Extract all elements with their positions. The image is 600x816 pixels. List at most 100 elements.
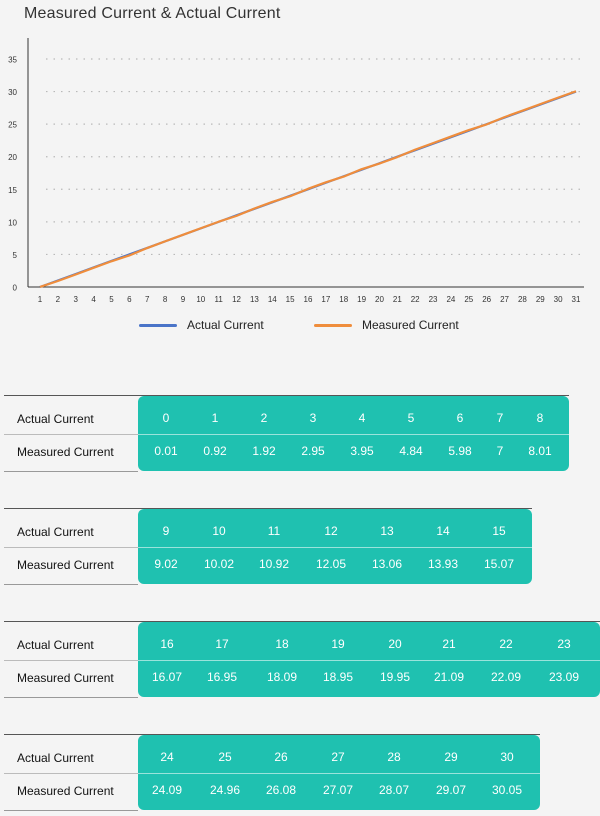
measured-current-cell: 19.95 bbox=[379, 670, 411, 684]
table-bottom-rule bbox=[4, 810, 138, 811]
y-tick-label: 0 bbox=[13, 284, 18, 293]
row-divider bbox=[138, 547, 532, 548]
measured-current-cell: 13.93 bbox=[427, 557, 459, 571]
x-tick-label: 15 bbox=[286, 295, 295, 304]
y-tick-label: 5 bbox=[13, 251, 18, 260]
measured-current-cell: 26.08 bbox=[265, 783, 297, 797]
chart-legend: Actual Current Measured Current bbox=[0, 318, 600, 342]
table-top-rule bbox=[4, 395, 569, 396]
x-tick-label: 7 bbox=[145, 295, 150, 304]
x-tick-label: 6 bbox=[127, 295, 132, 304]
x-tick-label: 11 bbox=[215, 295, 224, 304]
series-line-measured bbox=[39, 90, 577, 288]
actual-current-cell: 11 bbox=[267, 524, 281, 538]
data-table-2: Actual Current Measured Current 9 10 11 12 13 1… bbox=[0, 508, 600, 589]
table-values-box bbox=[138, 622, 600, 697]
x-tick-label: 28 bbox=[518, 295, 527, 304]
actual-current-cell: 22 bbox=[499, 637, 513, 651]
x-tick-label: 17 bbox=[321, 295, 330, 304]
x-tick-label: 27 bbox=[500, 295, 509, 304]
actual-current-cell: 0 bbox=[162, 411, 170, 425]
actual-current-cell: 16 bbox=[160, 637, 174, 651]
y-tick-label: 35 bbox=[8, 56, 17, 65]
actual-current-cell: 14 bbox=[436, 524, 450, 538]
row-divider bbox=[138, 434, 569, 435]
legend-label-actual: Actual Current bbox=[187, 318, 264, 332]
measured-current-cell: 9.02 bbox=[154, 557, 178, 571]
row-divider bbox=[138, 773, 540, 774]
actual-current-cell: 7 bbox=[496, 411, 504, 425]
y-tick-label: 10 bbox=[8, 218, 17, 227]
actual-current-cell: 28 bbox=[387, 750, 401, 764]
row-label-measured: Measured Current bbox=[17, 558, 114, 572]
data-table-4: Actual Current Measured Current 24 25 26 27 28… bbox=[0, 734, 600, 815]
actual-current-cell: 29 bbox=[444, 750, 458, 764]
actual-current-cell: 24 bbox=[160, 750, 174, 764]
measured-current-cell: 13.06 bbox=[371, 557, 403, 571]
actual-current-cell: 8 bbox=[536, 411, 544, 425]
x-tick-label: 16 bbox=[304, 295, 313, 304]
measured-current-cell: 5.98 bbox=[448, 444, 472, 458]
actual-current-cell: 12 bbox=[324, 524, 338, 538]
table-bottom-rule bbox=[4, 697, 138, 698]
table-bottom-rule bbox=[4, 584, 138, 585]
x-tick-label: 19 bbox=[357, 295, 366, 304]
chart-title: Measured Current & Actual Current bbox=[24, 5, 281, 22]
row-label-measured: Measured Current bbox=[17, 445, 114, 459]
measured-current-cell: 16.07 bbox=[151, 670, 183, 684]
row-label-actual: Actual Current bbox=[17, 751, 94, 765]
actual-current-cell: 4 bbox=[358, 411, 366, 425]
y-tick-label: 15 bbox=[8, 186, 17, 195]
measured-current-cell: 0.92 bbox=[203, 444, 227, 458]
x-tick-label: 30 bbox=[554, 295, 563, 304]
actual-current-cell: 21 bbox=[442, 637, 456, 651]
y-tick-label: 30 bbox=[8, 88, 17, 97]
legend-label-measured: Measured Current bbox=[362, 318, 459, 332]
x-tick-label: 31 bbox=[572, 295, 581, 304]
legend-swatch-actual bbox=[139, 323, 177, 327]
measured-current-cell: 2.95 bbox=[301, 444, 325, 458]
actual-current-cell: 25 bbox=[218, 750, 232, 764]
table-top-rule bbox=[4, 621, 600, 622]
actual-current-cell: 5 bbox=[407, 411, 415, 425]
label-row-divider bbox=[4, 660, 138, 661]
measured-current-cell: 22.09 bbox=[490, 670, 522, 684]
measured-current-cell: 10.02 bbox=[203, 557, 235, 571]
measured-current-cell: 7 bbox=[496, 444, 504, 458]
measured-current-cell: 10.92 bbox=[258, 557, 290, 571]
actual-current-cell: 9 bbox=[162, 524, 170, 538]
actual-current-cell: 30 bbox=[500, 750, 514, 764]
measured-current-cell: 4.84 bbox=[399, 444, 423, 458]
actual-current-cell: 1 bbox=[211, 411, 219, 425]
x-tick-label: 22 bbox=[411, 295, 420, 304]
measured-current-cell: 30.05 bbox=[491, 783, 523, 797]
measured-current-cell: 1.92 bbox=[252, 444, 276, 458]
actual-current-cell: 15 bbox=[492, 524, 506, 538]
row-label-actual: Actual Current bbox=[17, 525, 94, 539]
label-row-divider bbox=[4, 773, 138, 774]
actual-current-cell: 27 bbox=[331, 750, 345, 764]
x-tick-label: 13 bbox=[250, 295, 259, 304]
table-values-box bbox=[138, 509, 532, 584]
table-values-box bbox=[138, 396, 569, 471]
row-label-actual: Actual Current bbox=[17, 638, 94, 652]
y-tick-label: 20 bbox=[8, 153, 17, 162]
y-tick-label: 25 bbox=[8, 121, 17, 130]
x-tick-label: 26 bbox=[482, 295, 491, 304]
measured-current-cell: 16.95 bbox=[206, 670, 238, 684]
table-values-box bbox=[138, 735, 540, 810]
actual-current-cell: 23 bbox=[557, 637, 571, 651]
measured-current-cell: 15.07 bbox=[483, 557, 515, 571]
measured-current-cell: 24.09 bbox=[151, 783, 183, 797]
legend-swatch-measured bbox=[314, 323, 352, 327]
actual-current-cell: 18 bbox=[275, 637, 289, 651]
measured-current-cell: 18.09 bbox=[266, 670, 298, 684]
x-tick-label: 29 bbox=[536, 295, 545, 304]
x-tick-label: 21 bbox=[393, 295, 402, 304]
x-tick-label: 12 bbox=[232, 295, 241, 304]
legend-item-measured: Measured Current bbox=[314, 318, 459, 332]
label-row-divider bbox=[4, 434, 138, 435]
actual-current-cell: 6 bbox=[456, 411, 464, 425]
row-label-actual: Actual Current bbox=[17, 412, 94, 426]
